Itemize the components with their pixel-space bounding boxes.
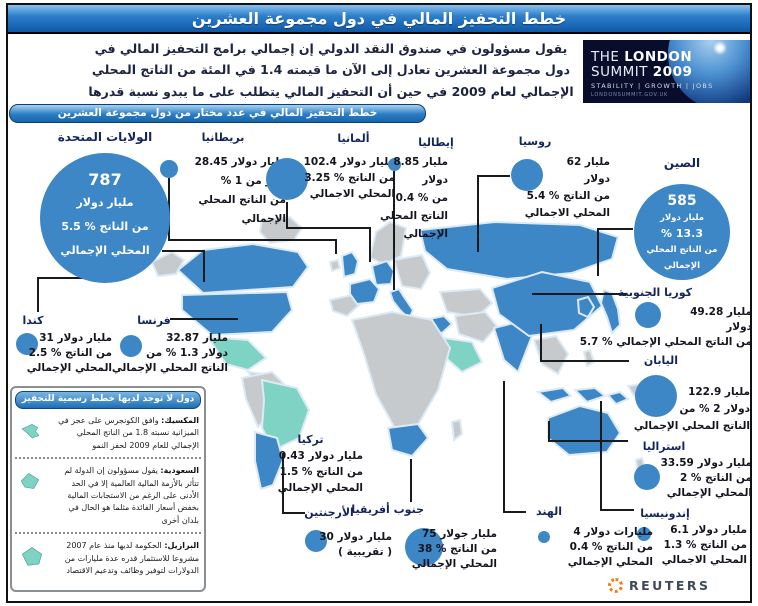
country-name: فرنسا [137, 314, 171, 327]
stimulus-bubble [538, 531, 550, 543]
reuters-wordmark: REUTERS [629, 577, 711, 593]
stimulus-bubble [388, 158, 401, 171]
star-glint-icon [712, 40, 728, 56]
country-name: اليابان [643, 354, 679, 367]
stimulus-bubble [635, 302, 661, 328]
london-summit-logo: THE LONDON SUMMIT 2009 STABILITY | GROWT… [583, 40, 750, 103]
country-stats: مليار 62 دولار من الناتج % 5.4 المحلي ال… [524, 156, 610, 219]
mexico-shape-icon [17, 415, 49, 443]
stimulus-bubble [160, 160, 178, 178]
stimulus-bubble: 787 مليار دولار من الناتج % 5.5 المحلي ا… [40, 153, 170, 283]
country-stats: مليار دولار 33.59 من الناتج % 2 المحلي ا… [660, 457, 752, 499]
country-name: الولايات المتحدة [57, 130, 153, 144]
country-name: الصين [663, 156, 701, 170]
country-stats: مليار دولار 31 من الناتج % 2.5 المحلي ال… [26, 332, 112, 374]
country-name: كوريا الجنوبية [617, 286, 692, 299]
country-name: الهند [535, 505, 562, 518]
callout-united-states: الولايات المتحدة 787 مليار دولار من النا… [35, 130, 175, 290]
logo-text: THE LONDON SUMMIT 2009 STABILITY | GROWT… [591, 49, 714, 99]
country-stats: مليار 8.85 دولار من % 0.4 الناتج المحلي … [380, 156, 448, 240]
country-name: جنوب أفريقيا [351, 503, 424, 516]
saudi-arabia-shape-icon [17, 465, 49, 495]
country-name: الأرجنتين [304, 506, 354, 519]
no-plan-entry-mexico: المكسيك: وافق الكونجرس على عجز في الميزا… [15, 409, 201, 457]
stimulus-bubble [405, 528, 443, 566]
country-name: بريطانيا [201, 131, 245, 144]
country-name: استراليا [642, 440, 686, 453]
country-name: إيطاليا [418, 136, 454, 149]
reuters-logo: REUTERS [608, 576, 711, 594]
brazil-shape-icon [17, 540, 49, 572]
country-stats: مليار دولار 0.43 من الناتج % 1.5 المحلي … [277, 450, 363, 494]
stimulus-bubble [266, 158, 308, 200]
no-plan-box-header: دول لا توجد لديها خطط رسمية للتحفيز الما… [15, 391, 201, 419]
stimulus-bubble [511, 159, 543, 191]
logo-url: LONDONSUMMIT.GOV.UK [591, 92, 669, 98]
logo-tagline: STABILITY | GROWTH | JOBS [591, 82, 714, 90]
country-name: كندا [22, 314, 44, 327]
country-stats: مليار 122.9 دولار 2 % من الناتج المحلي ا… [633, 386, 750, 432]
country-stats: مليار دولار 30 ( تقريبية ) [319, 531, 392, 558]
stimulus-bubble [637, 527, 651, 541]
country-name: روسيا [518, 135, 552, 148]
country-stats: مليار 49.28 دولار من الناتج المحلي الإجم… [579, 306, 752, 348]
stimulus-bubble [634, 464, 660, 490]
country-stats: مليارات دولار 4 من الناتج % 0.4 المحلي ا… [567, 526, 653, 568]
country-stats: مليار 32.87 دولار 1.3 % من الناتج المحلي… [111, 332, 228, 374]
stimulus-bubble [305, 530, 327, 552]
stimulus-bubble: 585 مليار دولار 13.3 % من الناتج المحلي … [634, 184, 730, 280]
reuters-sunburst-icon [608, 577, 623, 593]
country-stats: مليار دولار 102.4 من الناتج % 3.25 المحل… [303, 156, 395, 200]
country-stats: 585 مليار دولار 13.3 % من الناتج المحلي … [646, 193, 718, 271]
country-stats: مليار جولار 75 من الناتج % 38 المحلي الإ… [411, 528, 497, 570]
page-title: خطط التحفيز المالي في دول مجموعة العشرين [191, 9, 567, 28]
country-stats: مليار دولار 6.1 من الناتج % 1.3 المحلي ا… [661, 524, 747, 566]
country-name: إندونيسيا [640, 507, 690, 520]
country-name: تركيا [297, 433, 324, 446]
no-plan-entry-brazil: البرازيل: الحكومة لديها منذ عام 2007 مشر… [15, 532, 201, 582]
no-stimulus-plan-box: دول لا توجد لديها خطط رسمية للتحفيز الما… [10, 386, 206, 592]
country-stats: 787 مليار دولار من الناتج % 5.5 المحلي ا… [60, 170, 150, 257]
stimulus-bubble [120, 335, 142, 357]
title-bar: خطط التحفيز المالي في دول مجموعة العشرين [8, 5, 750, 34]
map-subtitle-bar: خطط التحفيز المالي في عدد مختار من دول م… [9, 104, 426, 123]
stimulus-bubble [16, 333, 38, 355]
country-name: ألمانيا [337, 132, 370, 145]
no-plan-entry-saudi-arabia: السعودية: يقول مسؤولون إن الدولة لم تتأث… [15, 457, 201, 532]
